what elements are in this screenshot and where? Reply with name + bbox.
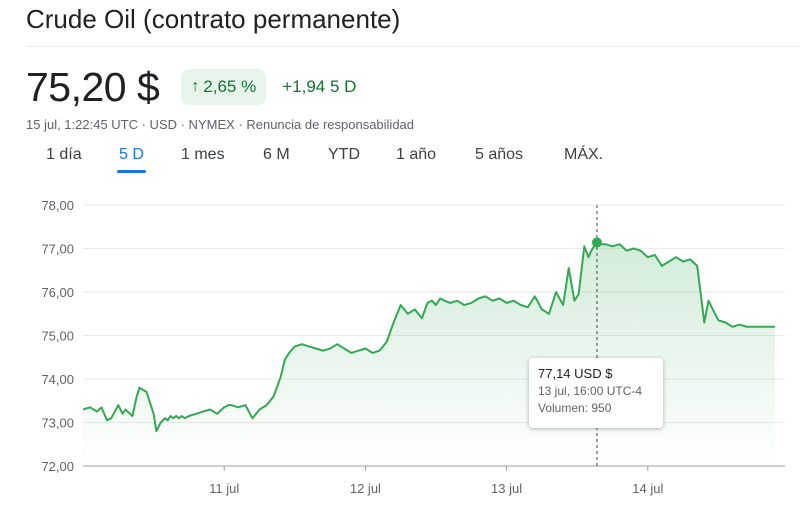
change-percent-value: 2,65 % (203, 77, 257, 96)
quote-meta: 15 jul, 1:22:45 UTC · USD · NYMEX · Renu… (26, 117, 415, 132)
y-tick-label: 78,00 (41, 198, 74, 213)
tooltip-price: 77,14 USD $ (538, 366, 613, 381)
tooltip-volume: Volumen: 950 (538, 401, 612, 415)
tab-5-years[interactable]: 5 años (475, 146, 524, 163)
tab-1-year[interactable]: 1 año (396, 146, 437, 163)
price-area-fill (83, 242, 775, 466)
price-line (82, 241, 775, 433)
hover-point (591, 237, 602, 248)
x-tick-label: 12 jul (350, 481, 381, 496)
y-tick-label: 72,00 (41, 459, 74, 474)
tab-ytd[interactable]: YTD (328, 146, 360, 163)
header-divider (26, 46, 800, 47)
tooltip-time: 13 jul, 16:00 UTC-4 (538, 384, 643, 398)
y-tick-label: 75,00 (41, 329, 74, 344)
y-tick-label: 73,00 (41, 416, 74, 431)
change-absolute: +1,94 5 D (282, 77, 357, 96)
tab-max[interactable]: MÁX. (564, 146, 604, 163)
y-tick-label: 74,00 (41, 372, 74, 387)
tab-5-days[interactable]: 5 D (117, 146, 146, 173)
price-row: 75,20 $ ↑ 2,65 % +1,94 5 D (26, 64, 356, 110)
arrow-up-icon: ↑ (191, 78, 200, 95)
page-title: Crude Oil (contrato permanente) (26, 4, 401, 34)
x-tick-label: 11 jul (209, 481, 239, 496)
x-tick-label: 14 jul (632, 481, 663, 496)
y-tick-label: 77,00 (41, 242, 74, 257)
x-tick-label: 13 jul (491, 481, 522, 496)
tab-1-day[interactable]: 1 día (46, 146, 82, 163)
change-percent-badge: ↑ 2,65 % (181, 69, 267, 105)
y-tick-label: 76,00 (41, 285, 74, 300)
tab-1-month[interactable]: 1 mes (181, 146, 225, 163)
tab-6-months[interactable]: 6 M (263, 146, 290, 163)
hover-tooltip: 77,14 USD $ 13 jul, 16:00 UTC-4 Volumen:… (529, 358, 663, 428)
current-price: 75,20 $ (26, 63, 160, 110)
